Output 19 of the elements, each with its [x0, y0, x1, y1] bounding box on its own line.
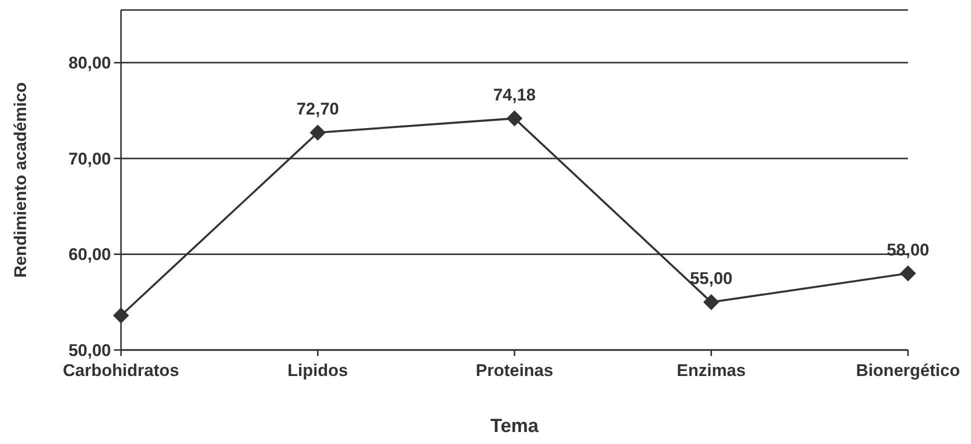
data-label: 72,70: [296, 100, 340, 119]
data-label: 74,18: [493, 85, 536, 104]
x-tick-label: Enzimas: [676, 361, 746, 380]
y-tick-label: 80,00: [68, 54, 111, 73]
point: [900, 265, 916, 282]
x-tick-label: Lipidos: [288, 361, 348, 380]
point: [310, 124, 326, 141]
y-tick-label: 70,00: [68, 149, 111, 168]
point: [506, 110, 522, 126]
y-axis-title: Rendimiento académico: [11, 82, 30, 278]
x-tick-label: Proteinas: [476, 361, 554, 380]
y-tick-label: 50,00: [68, 340, 111, 360]
y-tick-label: 60,00: [68, 245, 111, 264]
data-label: 55,00: [690, 269, 733, 288]
point: [113, 308, 129, 324]
point: [703, 294, 720, 310]
x-axis-title: Tema: [490, 416, 540, 437]
x-tick-label: Bionergético: [856, 361, 960, 380]
x-tick-label: Carbohidratos: [62, 361, 180, 380]
